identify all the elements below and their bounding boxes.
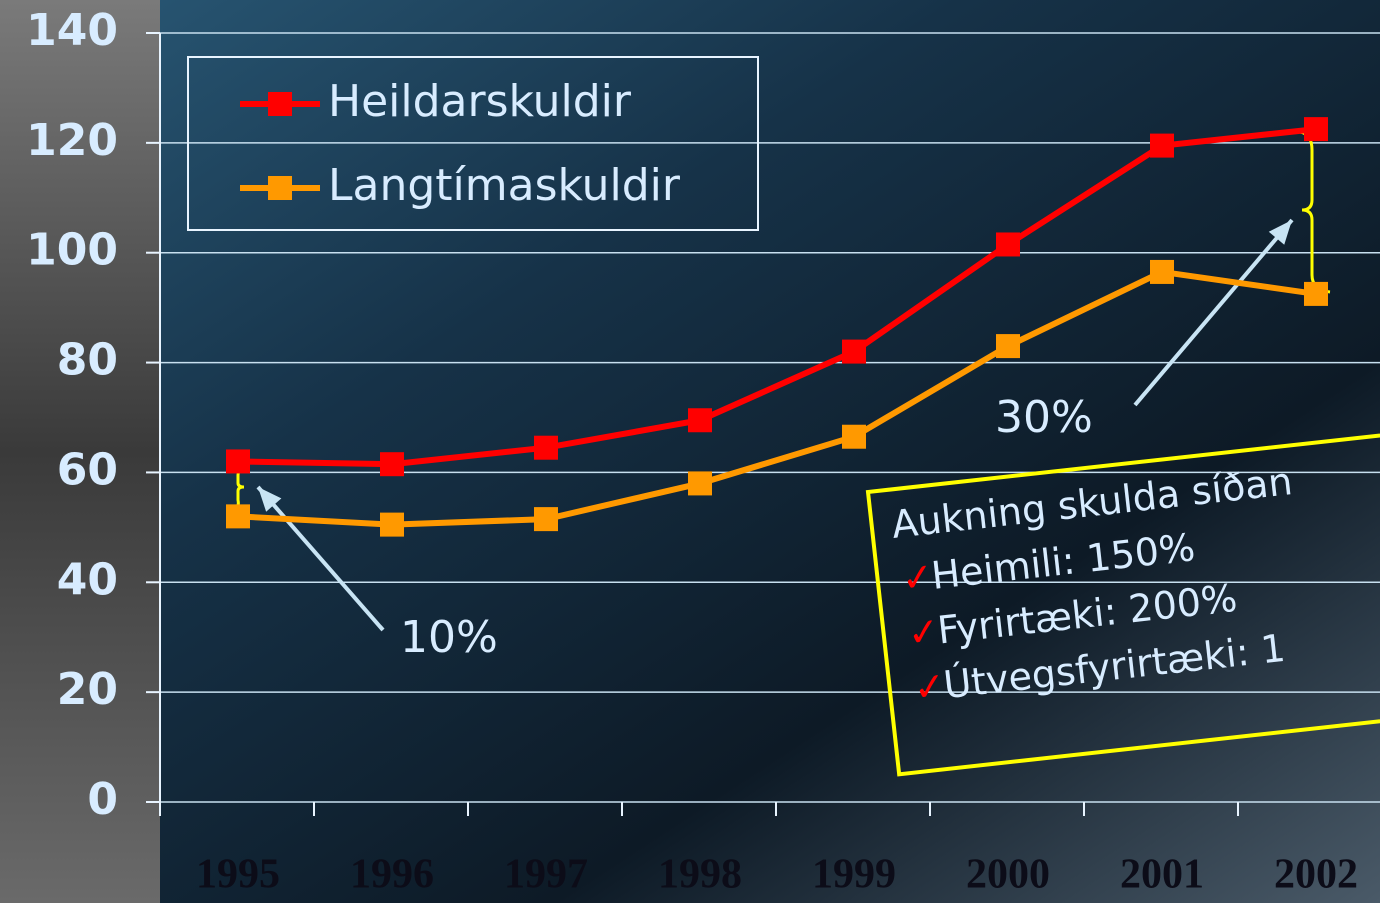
marker [842,424,866,449]
check-icon: ✓ [911,663,947,710]
marker [842,339,866,364]
series-line [237,268,1317,528]
y-tick-label: 140 [26,5,118,56]
marker [996,232,1020,257]
check-icon: ✓ [905,609,941,656]
side-panel [0,0,160,903]
series-line [237,126,1317,468]
check-icon: ✓ [899,554,935,601]
arrow-head [258,487,282,512]
marker [688,471,712,496]
marker [996,334,1020,359]
marker [226,504,250,529]
bracket [1299,130,1331,294]
marker [534,507,558,532]
x-tick-label: 1997 [504,852,588,898]
y-tick-label: 60 [57,444,118,495]
marker [1304,117,1328,142]
marker [688,408,712,433]
y-tick-label: 120 [26,115,118,166]
legend-label: Langtímaskuldir [328,160,681,211]
legend-marker [268,92,292,116]
legend-box [187,56,759,231]
annotation: 30% [995,392,1093,443]
x-tick-label: 1999 [812,852,896,898]
note-border [865,428,1380,777]
arrow [1133,218,1294,407]
y-tick-label: 80 [57,335,118,386]
y-tick-label: 20 [57,664,118,715]
marker [226,449,250,474]
y-tick-label: 100 [26,225,118,276]
marker [1304,281,1328,306]
annotation: 10% [400,612,498,663]
y-tick-label: 0 [87,774,118,825]
x-tick-label: 2000 [966,852,1050,898]
y-tick-label: 40 [57,554,118,605]
marker [380,512,404,537]
x-tick-label: 1995 [196,852,280,898]
x-tick-label: 2001 [1120,852,1204,898]
x-tick-label: 1998 [658,852,742,898]
legend-marker [268,176,292,200]
marker [380,452,404,477]
legend-label: Heildarskuldir [328,76,632,127]
marker [1150,259,1174,284]
plot [146,32,1380,816]
arrow-head [1268,220,1292,245]
x-tick-label: 2002 [1274,852,1358,898]
marker [1150,133,1174,158]
arrow [256,485,385,632]
marker [534,435,558,460]
x-tick-label: 1996 [350,852,434,898]
